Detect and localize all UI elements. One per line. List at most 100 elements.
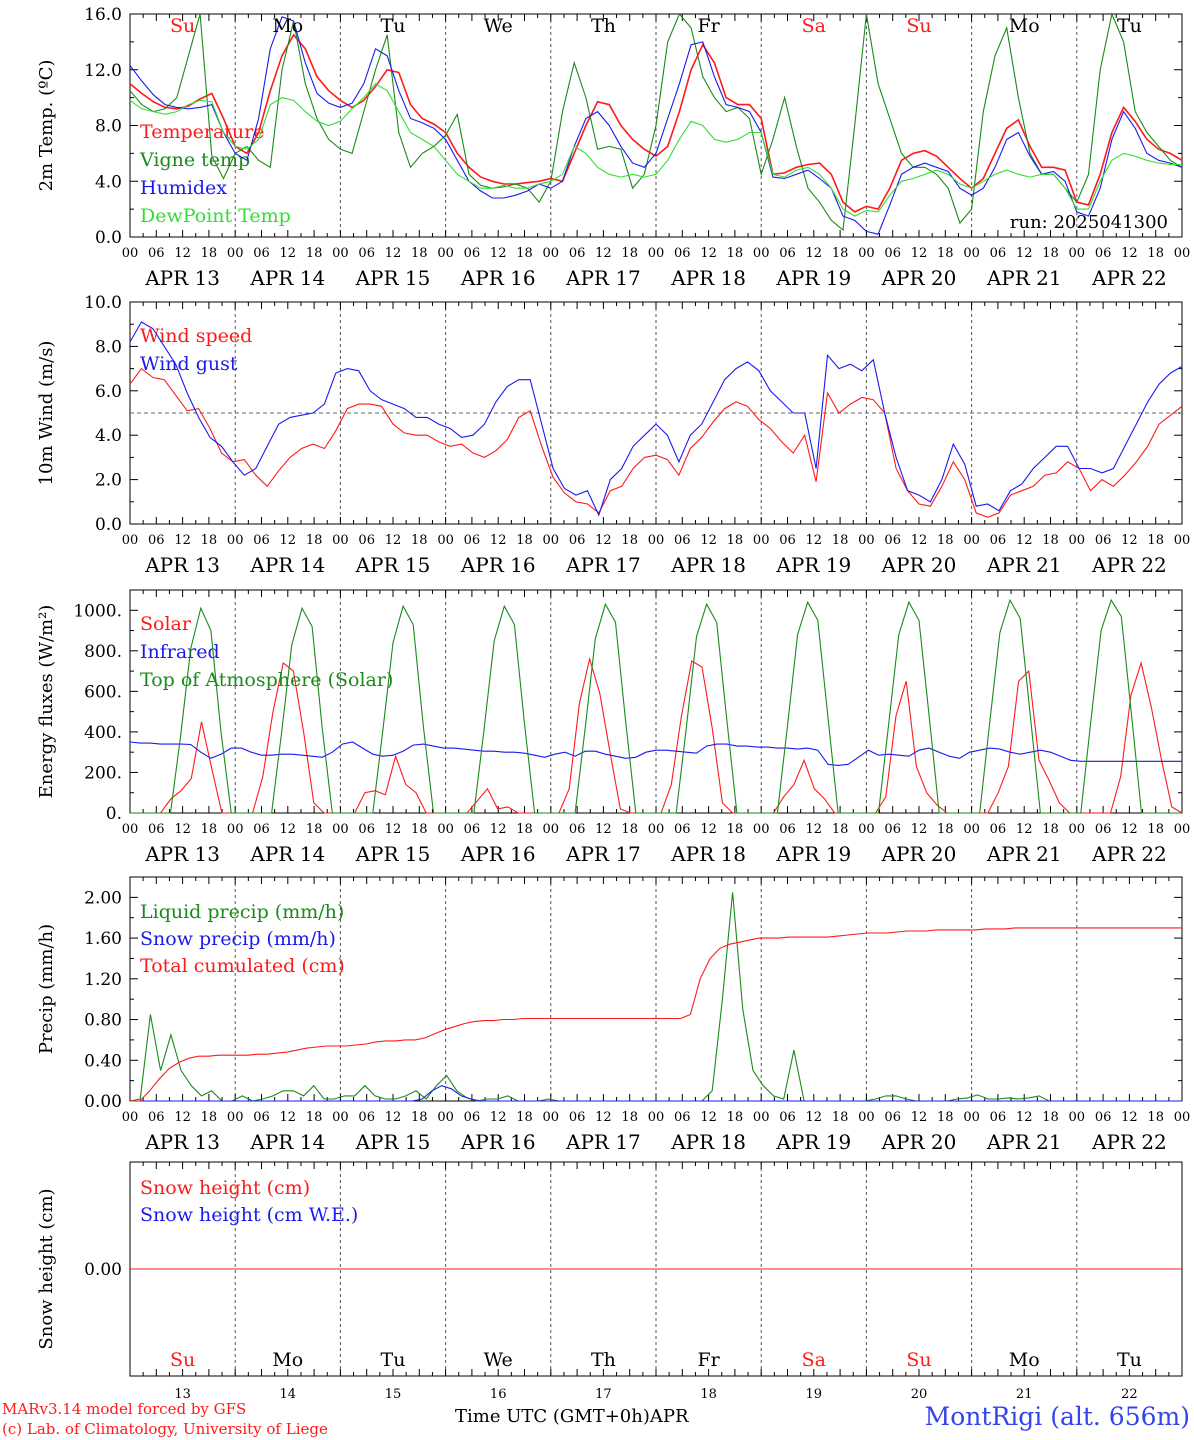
x-hour-label: 12 (174, 246, 191, 261)
day-abbr: Fr (697, 1349, 720, 1371)
x-date-label: APR 18 (670, 266, 746, 290)
x-date-label: APR 19 (775, 1130, 851, 1154)
x-hour-label: 00 (753, 1110, 770, 1125)
x-hour-label: 00 (963, 1110, 980, 1125)
day-abbr: Mo (1009, 1349, 1040, 1371)
series-line-dewpoint-temp (129, 82, 1182, 217)
x-hour-label: 06 (990, 533, 1007, 548)
y-axis-label: 2m Temp. (ºC) (36, 60, 57, 192)
x-hour-label: 00 (753, 822, 770, 837)
x-hour-label: 00 (227, 533, 244, 548)
x-hour-label: 12 (1016, 1110, 1033, 1125)
x-hour-label: 12 (280, 533, 297, 548)
x-hour-label: 18 (516, 822, 533, 837)
x-hour-label: 06 (148, 533, 165, 548)
x-hour-label: 00 (543, 533, 560, 548)
day-abbr: Th (591, 1349, 616, 1371)
x-date-label: APR 17 (565, 266, 641, 290)
x-hour-label: 18 (621, 1110, 638, 1125)
x-date-label: APR 21 (986, 842, 1062, 866)
x-hour-label: 18 (727, 246, 744, 261)
legend-entry: Wind gust (140, 353, 238, 375)
x-hour-label: 00 (332, 246, 349, 261)
day-number: 18 (700, 1387, 717, 1402)
x-hour-label: 12 (490, 246, 507, 261)
x-hour-label: 06 (674, 246, 691, 261)
x-hour-label: 06 (464, 822, 481, 837)
x-hour-label: 12 (1121, 822, 1138, 837)
x-hour-label: 06 (253, 533, 270, 548)
x-hour-label: 00 (858, 246, 875, 261)
y-tick-label: 10.0 (84, 293, 122, 313)
x-hour-label: 00 (1069, 533, 1086, 548)
x-hour-label: 06 (569, 533, 586, 548)
x-date-label: APR 20 (881, 266, 957, 290)
series-line-infrared (129, 741, 1182, 766)
y-tick-label: 8.0 (95, 117, 122, 137)
x-hour-label: 12 (595, 1110, 612, 1125)
x-date-label: APR 18 (670, 1130, 746, 1154)
x-hour-label: 06 (464, 246, 481, 261)
x-date-label: APR 17 (565, 842, 641, 866)
legend-entry: Infrared (140, 641, 220, 663)
x-hour-label: 06 (464, 1110, 481, 1125)
x-date-label: APR 16 (460, 842, 536, 866)
x-date-label: APR 20 (881, 553, 957, 577)
x-hour-label: 12 (490, 1110, 507, 1125)
panel-temp: 0.0 4.0 8.0 12.0 16.0 2m Temp. (ºC) Temperatur… (36, 5, 1190, 290)
footer-model-line: MARv3.14 model forced by GFS (2, 1400, 247, 1418)
x-date-label: APR 21 (986, 553, 1062, 577)
x-date-label: APR 22 (1091, 266, 1167, 290)
x-hour-label: 18 (621, 533, 638, 548)
x-hour-label: 00 (1174, 1110, 1191, 1125)
day-abbr: Fr (697, 15, 720, 37)
x-hour-label: 12 (1121, 533, 1138, 548)
x-hour-label: 06 (674, 822, 691, 837)
panel-precip: 0.00 0.40 0.80 1.20 1.60 2.00 Precip (mm/h) Liq… (36, 876, 1191, 1154)
legend-entry: DewPoint Temp (140, 205, 291, 227)
x-hour-label: 06 (569, 1110, 586, 1125)
x-hour-label: 12 (385, 246, 402, 261)
x-hour-label: 06 (148, 822, 165, 837)
x-hour-label: 00 (648, 533, 665, 548)
x-hour-label: 12 (806, 533, 823, 548)
x-hour-label: 00 (122, 246, 139, 261)
x-hour-label: 00 (1069, 246, 1086, 261)
x-hour-label: 18 (1147, 246, 1164, 261)
x-hour-label: 12 (280, 1110, 297, 1125)
x-hour-label: 18 (201, 246, 218, 261)
x-hour-label: 18 (306, 533, 323, 548)
day-abbr: Su (170, 15, 195, 37)
x-hour-label: 00 (648, 246, 665, 261)
x-hour-label: 06 (253, 822, 270, 837)
y-tick-label: 1000. (73, 601, 122, 621)
y-tick-label: 4.0 (95, 172, 122, 192)
x-hour-label: 00 (122, 533, 139, 548)
x-hour-label: 12 (385, 533, 402, 548)
x-hour-label: 00 (227, 1110, 244, 1125)
x-hour-label: 12 (700, 822, 717, 837)
day-number: 17 (595, 1387, 612, 1402)
x-hour-label: 00 (753, 246, 770, 261)
x-hour-label: 12 (1016, 533, 1033, 548)
x-hour-label: 00 (122, 1110, 139, 1125)
x-hour-label: 18 (727, 822, 744, 837)
legend-entry: Vigne temp (139, 149, 250, 171)
legend-entry: Top of Atmosphere (Solar) (140, 669, 393, 691)
day-abbr: Sa (802, 1349, 826, 1371)
x-hour-label: 12 (806, 1110, 823, 1125)
series-line-wind-speed (129, 367, 1183, 518)
x-hour-label: 18 (832, 533, 849, 548)
x-axis-title: Time UTC (GMT+0h)APR (455, 1406, 689, 1427)
x-date-label: APR 16 (460, 266, 536, 290)
x-hour-label: 18 (306, 1110, 323, 1125)
day-abbr: Su (906, 15, 931, 37)
x-date-label: APR 15 (355, 1130, 431, 1154)
x-hour-label: 00 (648, 822, 665, 837)
y-axis-label: Precip (mm/h) (36, 924, 57, 1054)
x-hour-label: 06 (358, 822, 375, 837)
x-hour-label: 06 (569, 246, 586, 261)
day-abbr: Mo (272, 15, 303, 37)
x-date-label: APR 14 (249, 266, 325, 290)
x-hour-label: 18 (201, 533, 218, 548)
